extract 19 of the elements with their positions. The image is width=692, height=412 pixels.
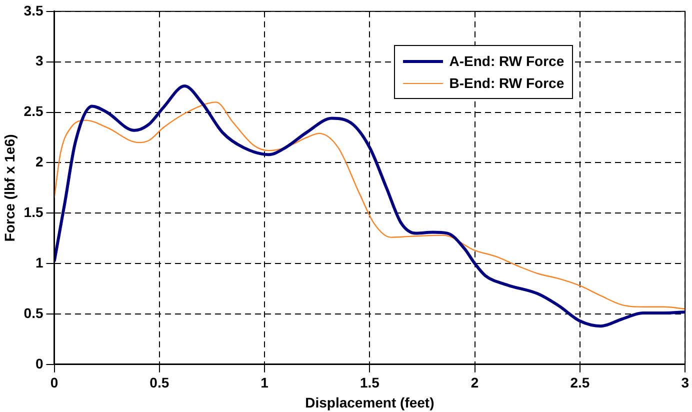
y-tick-label: 2.5 [24,103,44,120]
y-tick-label: 3.5 [24,2,44,18]
x-tick-label: 3 [681,374,690,391]
x-axis-title: Displacement (feet) [305,394,434,410]
x-tick-label: 2 [470,374,479,391]
y-tick-label: 2 [35,154,44,170]
legend-label: B-End: RW Force [449,75,564,92]
y-tick-label: 3 [35,52,44,69]
x-tick-label: 0 [50,374,58,391]
y-tick-label: 1.5 [24,204,44,220]
x-tick-label: 1.5 [360,374,380,391]
legend-label: A-End: RW Force [449,53,564,70]
y-tick-label: 0 [35,355,44,372]
x-tick-label: 0.5 [150,374,170,391]
x-tick-label: 1 [260,374,269,391]
y-tick-label: 0.5 [24,304,44,321]
y-axis-title: Force (lbf x 1e6) [1,134,18,242]
y-tick-label: 1 [35,254,44,270]
x-tick-label: 2.5 [570,374,590,391]
